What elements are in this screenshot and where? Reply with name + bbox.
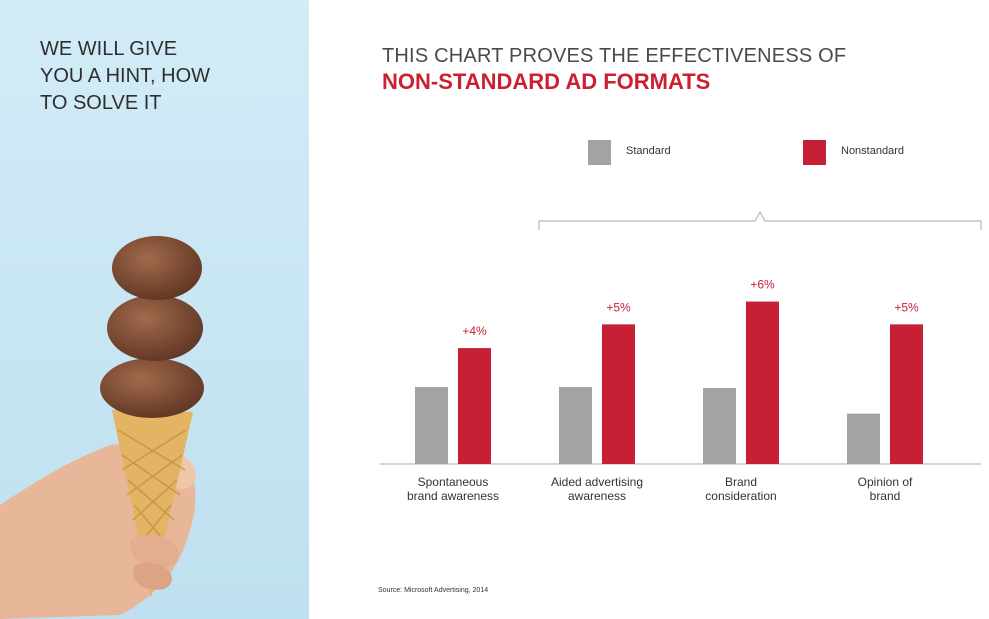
difference-label: +6% — [750, 278, 775, 292]
bracket — [538, 210, 982, 230]
category-label: awareness — [568, 489, 626, 503]
headline-line2: NON-STANDARD AD FORMATS — [382, 69, 711, 94]
category-label: Brand — [725, 475, 757, 489]
hint-line: YOU A HINT, HOW — [40, 65, 211, 87]
bar-standard — [559, 387, 592, 464]
bar-nonstandard — [602, 324, 635, 464]
left-panel: WE WILL GIVE YOU A HINT, HOW TO SOLVE IT — [0, 0, 309, 619]
scoop-bottom — [100, 358, 204, 418]
scoop-top — [112, 236, 202, 300]
bar-standard — [847, 413, 880, 464]
category-label: brand — [870, 489, 901, 503]
legend-label: Nonstandard — [841, 145, 904, 157]
bar-nonstandard — [890, 324, 923, 464]
legend-swatch-standard — [588, 140, 611, 165]
category-label: brand awareness — [407, 489, 499, 503]
bar-standard — [703, 388, 736, 464]
headline-line1: THIS CHART PROVES THE EFFECTIVENESS OF — [382, 45, 847, 67]
ice-cream-illustration — [0, 236, 204, 619]
hint-text: WE WILL GIVE YOU A HINT, HOW TO SOLVE IT — [40, 36, 280, 117]
scoop-middle — [107, 295, 203, 361]
category-label: Opinion of — [858, 475, 913, 489]
headline: THIS CHART PROVES THE EFFECTIVENESS OF N… — [382, 44, 846, 96]
category-label: Aided advertising — [551, 475, 643, 489]
cone-shape — [112, 410, 193, 598]
bar-standard — [415, 387, 448, 464]
difference-label: +5% — [894, 300, 919, 314]
legend-label: Standard — [626, 145, 671, 157]
category-label: consideration — [705, 489, 776, 503]
bar-nonstandard — [458, 348, 491, 464]
category-label: Spontaneous — [418, 475, 489, 489]
legend-swatch-nonstandard — [803, 140, 826, 165]
difference-label: +4% — [462, 324, 487, 338]
source-note: Source: Microsoft Advertising, 2014 — [378, 587, 489, 594]
bar-nonstandard — [746, 301, 779, 464]
hint-line: TO SOLVE IT — [40, 92, 162, 114]
hint-line: WE WILL GIVE — [40, 38, 178, 60]
difference-label: +5% — [606, 300, 631, 314]
